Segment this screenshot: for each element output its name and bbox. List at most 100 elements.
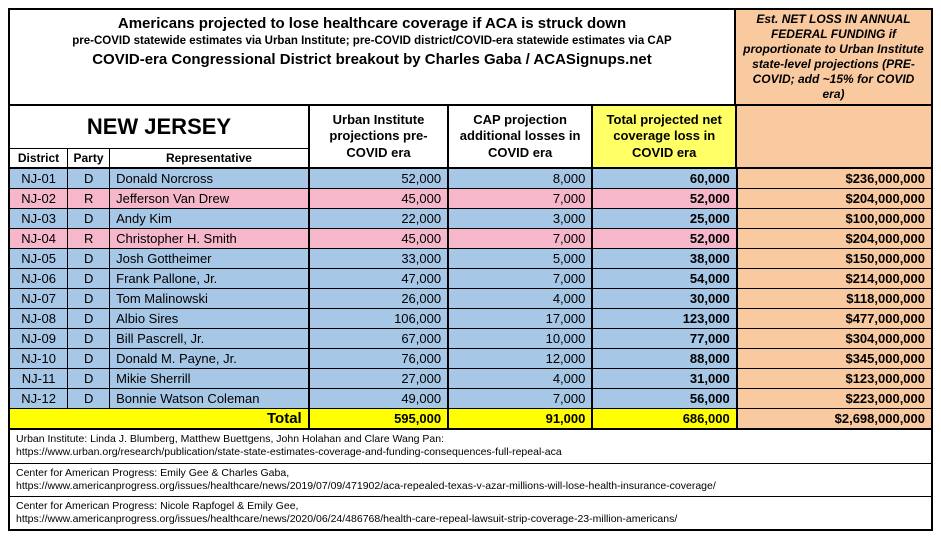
cell-total: 60,000 [592,169,736,189]
col-cap: CAP projection additional losses in COVI… [449,106,593,167]
cell-cap: 8,000 [448,169,592,189]
cell-rep: Donald M. Payne, Jr. [110,349,309,369]
cell-rep: Jefferson Van Drew [110,189,309,209]
cell-urban: 45,000 [309,189,448,209]
cell-total: 31,000 [592,369,736,389]
total-row: Total595,00091,000686,000$2,698,000,000 [10,409,931,430]
cell-total: 123,000 [592,309,736,329]
cell-cap: 7,000 [448,229,592,249]
sub-header: District Party Representative [10,149,308,167]
cell-fund: $214,000,000 [737,269,931,289]
total-total: 686,000 [592,409,736,430]
cell-rep: Mikie Sherrill [110,369,309,389]
cell-cap: 12,000 [448,349,592,369]
state-name: NEW JERSEY [10,106,308,149]
cell-district: NJ-03 [10,209,68,229]
cell-rep: Donald Norcross [110,169,309,189]
col-fund [737,106,931,167]
table-row: NJ-12DBonnie Watson Coleman49,0007,00056… [10,389,931,409]
title-line-3: COVID-era Congressional District breakou… [16,50,728,70]
cell-fund: $304,000,000 [737,329,931,349]
cell-fund: $100,000,000 [737,209,931,229]
column-headers: NEW JERSEY District Party Representative… [10,106,931,169]
cell-total: 38,000 [592,249,736,269]
cell-total: 52,000 [592,229,736,249]
table-row: NJ-05DJosh Gottheimer33,0005,00038,000$1… [10,249,931,269]
table-row: NJ-01DDonald Norcross52,0008,00060,000$2… [10,169,931,189]
table-row: NJ-03DAndy Kim22,0003,00025,000$100,000,… [10,209,931,229]
cell-urban: 49,000 [309,389,448,409]
cell-party: D [68,329,110,349]
table-row: NJ-07DTom Malinowski26,0004,00030,000$11… [10,289,931,309]
source-line: Urban Institute: Linda J. Blumberg, Matt… [10,430,931,463]
cell-urban: 45,000 [309,229,448,249]
col-total: Total projected net coverage loss in COV… [593,106,737,167]
table-row: NJ-02RJefferson Van Drew45,0007,00052,00… [10,189,931,209]
state-block: NEW JERSEY District Party Representative [10,106,310,167]
header-row: Americans projected to lose healthcare c… [10,10,931,106]
cell-fund: $123,000,000 [737,369,931,389]
cell-urban: 52,000 [309,169,448,189]
cell-total: 25,000 [592,209,736,229]
table-row: NJ-10DDonald M. Payne, Jr.76,00012,00088… [10,349,931,369]
title-block: Americans projected to lose healthcare c… [10,10,736,104]
cell-district: NJ-08 [10,309,68,329]
cell-district: NJ-02 [10,189,68,209]
cell-party: D [68,289,110,309]
cell-cap: 7,000 [448,389,592,409]
cell-district: NJ-11 [10,369,68,389]
cell-rep: Bill Pascrell, Jr. [110,329,309,349]
cell-party: D [68,309,110,329]
cell-party: R [68,189,110,209]
cell-rep: Frank Pallone, Jr. [110,269,309,289]
cell-fund: $477,000,000 [737,309,931,329]
cell-party: D [68,389,110,409]
table-row: NJ-06DFrank Pallone, Jr.47,0007,00054,00… [10,269,931,289]
col-district: District [10,149,68,167]
cell-cap: 5,000 [448,249,592,269]
cell-party: D [68,169,110,189]
cell-cap: 17,000 [448,309,592,329]
cell-rep: Tom Malinowski [110,289,309,309]
cell-cap: 7,000 [448,269,592,289]
cell-district: NJ-10 [10,349,68,369]
cell-party: D [68,209,110,229]
cell-party: D [68,369,110,389]
funding-header: Est. NET LOSS IN ANNUAL FEDERAL FUNDING … [736,10,931,104]
cell-urban: 47,000 [309,269,448,289]
cell-fund: $345,000,000 [737,349,931,369]
cell-district: NJ-06 [10,269,68,289]
cell-urban: 27,000 [309,369,448,389]
cell-urban: 33,000 [309,249,448,269]
cell-district: NJ-12 [10,389,68,409]
cell-party: D [68,349,110,369]
cell-total: 52,000 [592,189,736,209]
total-cap: 91,000 [448,409,592,430]
title-line-1: Americans projected to lose healthcare c… [16,14,728,34]
cell-party: R [68,229,110,249]
cell-total: 77,000 [592,329,736,349]
table-row: NJ-08DAlbio Sires106,00017,000123,000$47… [10,309,931,329]
cell-fund: $204,000,000 [737,229,931,249]
total-fund: $2,698,000,000 [737,409,931,430]
cell-district: NJ-05 [10,249,68,269]
cell-total: 30,000 [592,289,736,309]
cell-cap: 7,000 [448,189,592,209]
cell-cap: 4,000 [448,369,592,389]
cell-district: NJ-09 [10,329,68,349]
cell-rep: Josh Gottheimer [110,249,309,269]
cell-total: 54,000 [592,269,736,289]
cell-total: 88,000 [592,349,736,369]
cell-urban: 76,000 [309,349,448,369]
cell-cap: 10,000 [448,329,592,349]
cell-fund: $150,000,000 [737,249,931,269]
cell-urban: 67,000 [309,329,448,349]
cell-fund: $204,000,000 [737,189,931,209]
table-row: NJ-11DMikie Sherrill27,0004,00031,000$12… [10,369,931,389]
table-row: NJ-09DBill Pascrell, Jr.67,00010,00077,0… [10,329,931,349]
cell-rep: Andy Kim [110,209,309,229]
total-urban: 595,000 [309,409,448,430]
table-row: NJ-04RChristopher H. Smith45,0007,00052,… [10,229,931,249]
source-line: Center for American Progress: Emily Gee … [10,464,931,497]
cell-total: 56,000 [592,389,736,409]
